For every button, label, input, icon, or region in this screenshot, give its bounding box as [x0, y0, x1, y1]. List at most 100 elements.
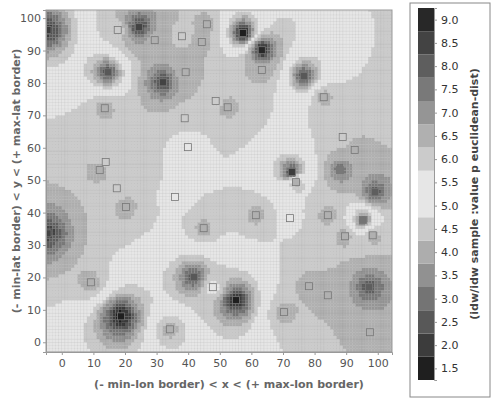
idw-cell: [55, 93, 58, 96]
idw-cell: [81, 70, 84, 73]
idw-cell: [87, 193, 90, 196]
idw-cell: [78, 183, 81, 186]
idw-cell: [90, 148, 93, 151]
idw-cell: [55, 151, 58, 154]
idw-cell: [55, 274, 58, 277]
idw-cell: [68, 297, 71, 300]
idw-cell: [93, 38, 96, 41]
idw-cell: [52, 219, 55, 222]
idw-cell: [84, 128, 87, 131]
idw-cell: [84, 76, 87, 79]
idw-cell: [78, 333, 81, 336]
idw-cell: [74, 41, 77, 44]
idw-cell: [71, 115, 74, 118]
idw-cell: [62, 167, 65, 170]
idw-cell: [87, 239, 90, 242]
idw-cell: [103, 245, 106, 248]
idw-cell: [100, 63, 103, 66]
idw-cell: [59, 102, 62, 105]
idw-cell: [68, 70, 71, 73]
idw-cell: [93, 206, 96, 209]
idw-cell: [87, 15, 90, 18]
idw-cell: [65, 206, 68, 209]
idw-cell: [59, 219, 62, 222]
idw-cell: [68, 18, 71, 21]
idw-cell: [100, 115, 103, 118]
idw-cell: [55, 167, 58, 170]
idw-cell: [62, 187, 65, 190]
idw-cell: [62, 67, 65, 70]
idw-cell: [81, 313, 84, 316]
idw-cell: [71, 112, 74, 115]
idw-cell: [103, 122, 106, 125]
idw-cell: [74, 180, 77, 183]
idw-cell: [68, 60, 71, 63]
idw-cell: [87, 89, 90, 92]
idw-cell: [87, 151, 90, 154]
idw-cell: [78, 44, 81, 47]
idw-cell: [55, 203, 58, 206]
idw-cell: [52, 83, 55, 86]
idw-cell: [55, 99, 58, 102]
idw-cell: [78, 264, 81, 267]
idw-cell: [100, 235, 103, 238]
idw-cell: [84, 67, 87, 70]
idw-cell: [81, 245, 84, 248]
idw-cell: [68, 248, 71, 251]
idw-cell: [90, 290, 93, 293]
idw-cell: [81, 339, 84, 342]
idw-cell: [49, 63, 52, 66]
idw-cell: [84, 18, 87, 21]
idw-cell: [71, 206, 74, 209]
idw-cell: [90, 31, 93, 34]
idw-cell: [100, 183, 103, 186]
idw-cell: [100, 297, 103, 300]
idw-cell: [81, 63, 84, 66]
idw-cell: [52, 196, 55, 199]
idw-cell: [52, 12, 55, 15]
idw-cell: [65, 180, 68, 183]
idw-cell: [97, 300, 100, 303]
idw-cell: [97, 174, 100, 177]
idw-cell: [74, 203, 77, 206]
idw-cell: [59, 25, 62, 28]
idw-cell: [100, 151, 103, 154]
idw-cell: [100, 154, 103, 157]
idw-cell: [84, 138, 87, 141]
idw-cell: [62, 60, 65, 63]
idw-cell: [93, 44, 96, 47]
idw-cell: [74, 183, 77, 186]
idw-cell: [87, 138, 90, 141]
idw-cell: [100, 284, 103, 287]
idw-cell: [74, 336, 77, 339]
idw-cell: [71, 281, 74, 284]
idw-cell: [52, 63, 55, 66]
idw-cell: [55, 148, 58, 151]
idw-cell: [68, 167, 71, 170]
idw-cell: [55, 222, 58, 225]
idw-cell: [74, 187, 77, 190]
idw-cell: [78, 271, 81, 274]
idw-cell: [97, 86, 100, 89]
idw-cell: [100, 132, 103, 135]
idw-cell: [81, 67, 84, 70]
idw-cell: [103, 258, 106, 261]
idw-cell: [71, 203, 74, 206]
idw-cell: [68, 196, 71, 199]
idw-cell: [49, 239, 52, 242]
idw-cell: [84, 180, 87, 183]
idw-cell: [59, 180, 62, 183]
idw-cell: [68, 63, 71, 66]
idw-cell: [52, 187, 55, 190]
idw-cell: [100, 12, 103, 15]
idw-cell: [49, 109, 52, 112]
idw-cell: [74, 252, 77, 255]
idw-cell: [90, 226, 93, 229]
idw-cell: [78, 303, 81, 306]
idw-cell: [81, 96, 84, 99]
idw-cell: [100, 193, 103, 196]
idw-cell: [81, 342, 84, 345]
idw-cell: [62, 323, 65, 326]
idw-cell: [103, 148, 106, 151]
idw-cell: [71, 25, 74, 28]
